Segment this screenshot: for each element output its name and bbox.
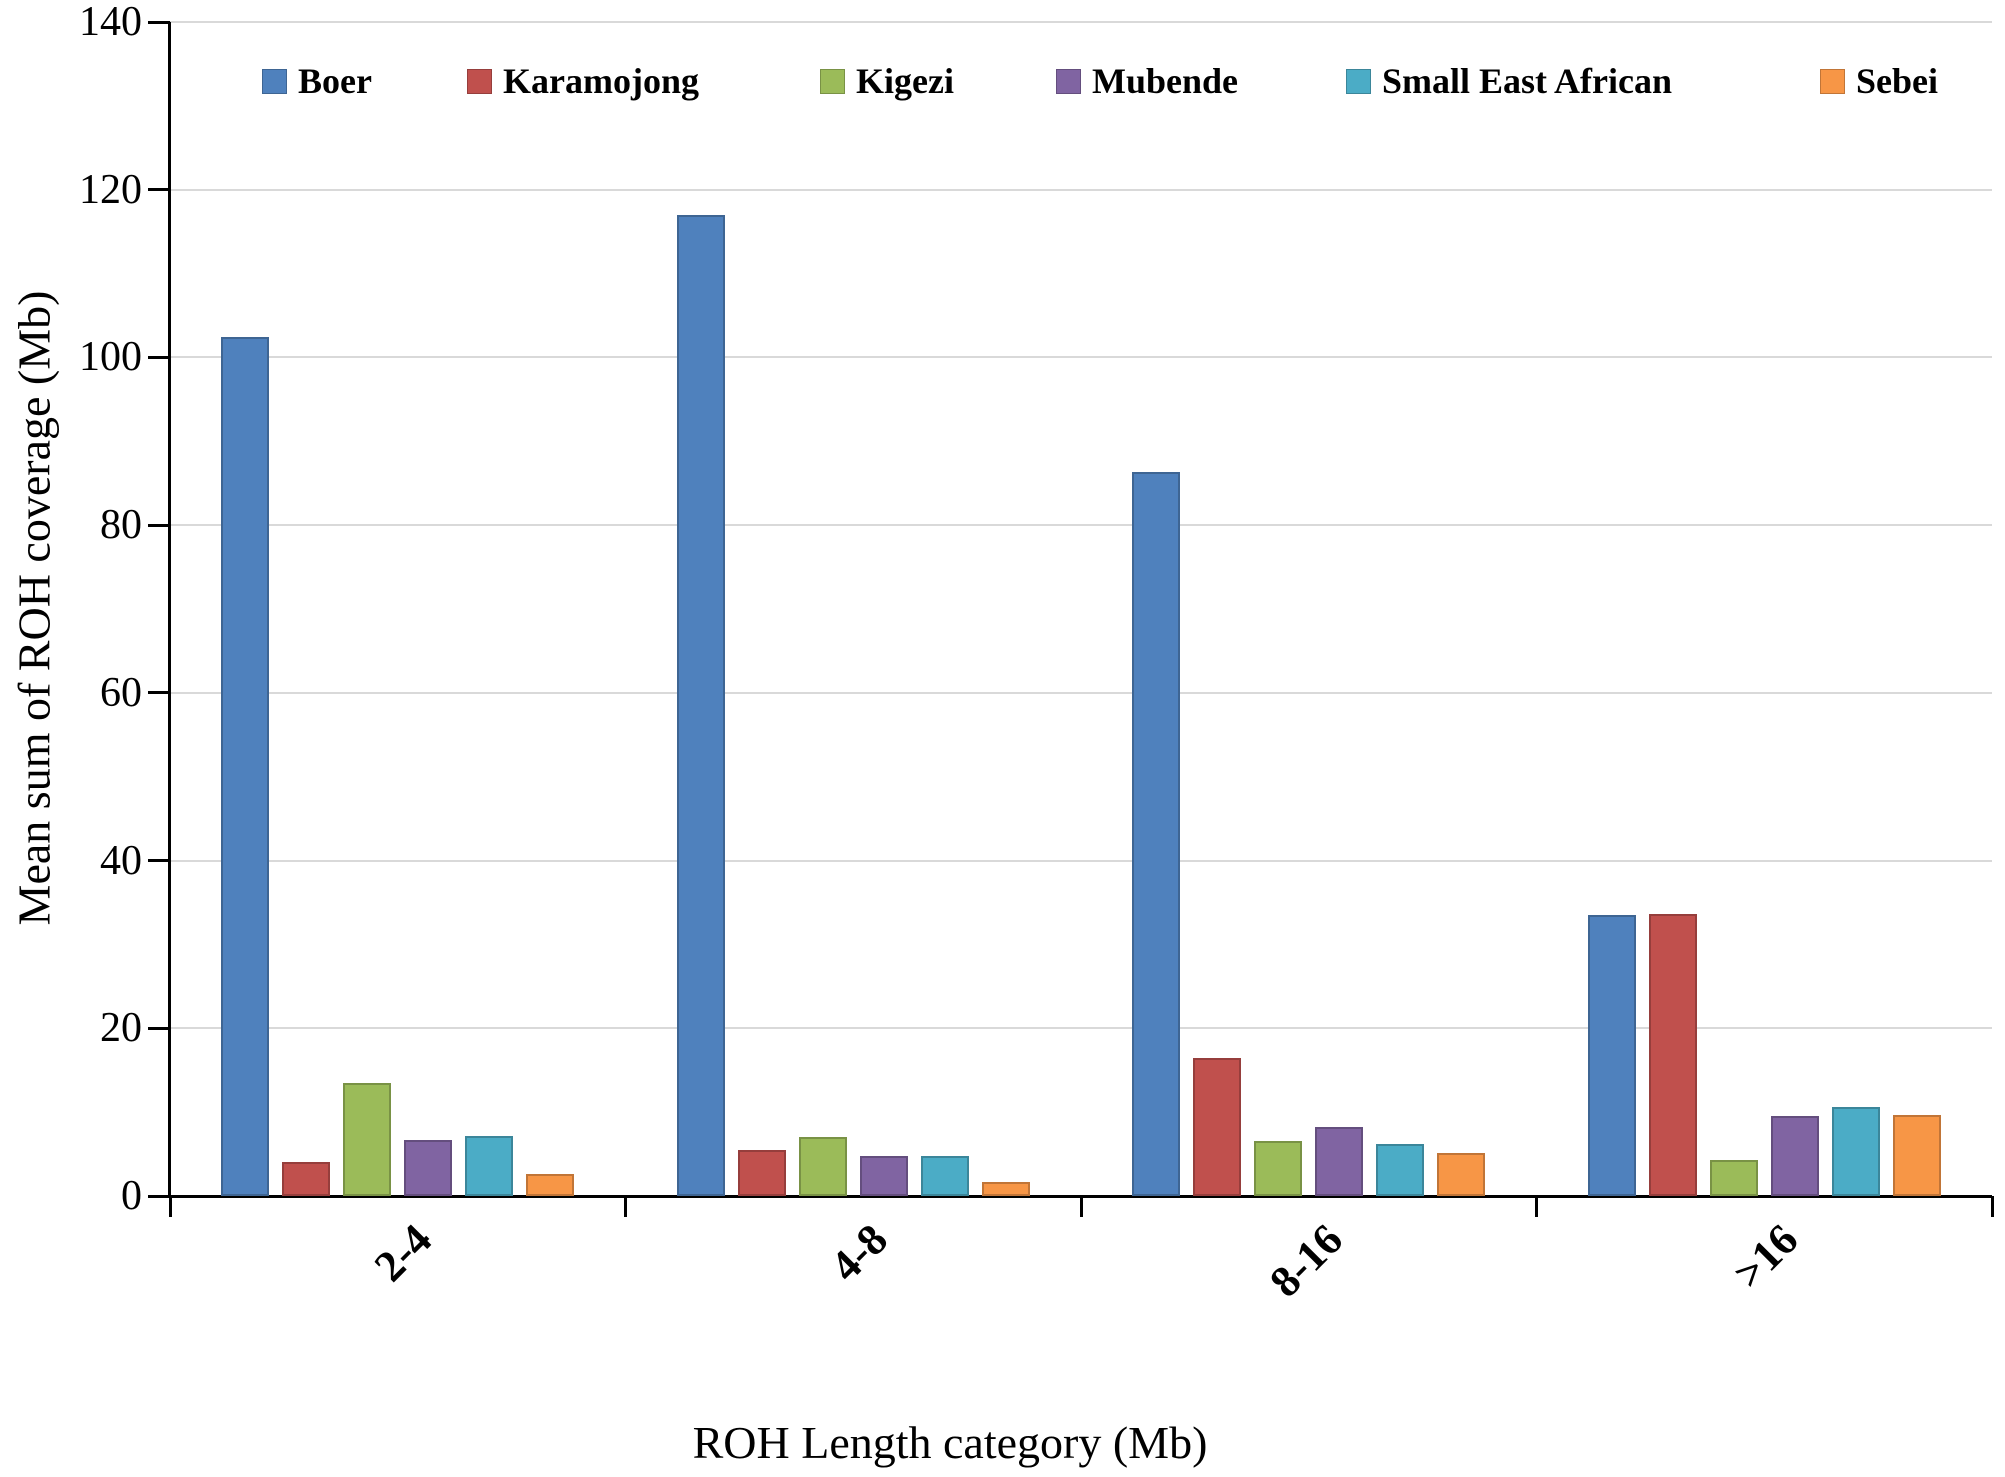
bar-boer-16 (1587, 915, 1636, 1196)
gridline-80 (170, 524, 1992, 527)
x-axis-title: ROH Length category (Mb) (692, 1417, 1208, 1468)
bar-small-east-african-4-8 (920, 1155, 969, 1196)
legend-label: Small East African (1382, 61, 1673, 101)
y-tick-label: 0 (121, 1173, 142, 1219)
bar-karamojong-8-16 (1193, 1057, 1242, 1196)
y-axis-line (168, 22, 171, 1196)
legend-marker-kigezi (820, 68, 845, 94)
x-tick-mark (168, 1196, 172, 1217)
y-tick-label: 20 (100, 1005, 142, 1052)
legend-marker-karamojong (467, 68, 492, 94)
bar-mubende-4-8 (859, 1155, 908, 1196)
bar-small-east-african-2-4 (465, 1135, 514, 1196)
bar-kigezi-2-4 (343, 1082, 392, 1196)
gridline-100 (170, 356, 1992, 359)
legend-label: Boer (298, 61, 372, 101)
bar-sebei-8-16 (1437, 1153, 1486, 1196)
y-tick-mark (148, 1026, 170, 1030)
bar-sebei-2-4 (526, 1174, 575, 1196)
y-tick-mark (148, 20, 170, 24)
x-tick-mark (1079, 1196, 1083, 1217)
legend-item-mubende: Mubende (1056, 58, 1238, 104)
bar-mubende-8-16 (1315, 1127, 1364, 1196)
legend-item-boer: Boer (262, 58, 372, 104)
x-category-label: 8-16 (1260, 1214, 1353, 1307)
y-tick-mark (148, 859, 170, 863)
bar-kigezi-4-8 (798, 1137, 847, 1196)
legend-label: Sebei (1856, 61, 1939, 101)
bar-mubende-16 (1770, 1116, 1819, 1196)
bar-small-east-african-8-16 (1376, 1144, 1425, 1196)
x-axis-line (168, 1195, 1992, 1198)
x-tick-mark (624, 1196, 627, 1217)
x-tick-mark (1535, 1196, 1538, 1217)
legend-marker-sebei (1820, 68, 1845, 94)
bar-karamojong-16 (1648, 914, 1697, 1196)
y-tick-mark (148, 523, 170, 527)
x-category-label: 4-8 (820, 1214, 897, 1291)
bar-boer-2-4 (221, 337, 270, 1196)
legend-marker-small-east-african (1346, 68, 1371, 94)
legend-marker-mubende (1056, 68, 1081, 94)
legend-item-sebei: Sebei (1820, 58, 1938, 104)
y-axis-title: Mean sum of ROH coverage (Mb) (8, 290, 60, 926)
legend-item-kigezi: Kigezi (820, 58, 954, 104)
bar-boer-4-8 (676, 214, 725, 1196)
bar-small-east-african-16 (1831, 1107, 1880, 1196)
y-tick-mark (148, 691, 170, 695)
bar-karamojong-4-8 (737, 1149, 786, 1196)
bar-sebei-4-8 (981, 1181, 1030, 1196)
y-tick-label: 100 (79, 334, 142, 381)
gridline-20 (170, 1027, 1992, 1030)
bar-kigezi-8-16 (1254, 1140, 1303, 1196)
x-category-label: >16 (1724, 1214, 1808, 1299)
legend-label: Karamojong (503, 61, 699, 101)
legend-item-karamojong: Karamojong (467, 58, 699, 104)
bar-mubende-2-4 (404, 1139, 453, 1196)
y-tick-mark (148, 188, 170, 192)
legend-label: Mubende (1092, 61, 1239, 101)
bar-kigezi-16 (1709, 1159, 1758, 1196)
x-tick-mark (1990, 1196, 1994, 1217)
legend-item-small-east-african: Small East African (1346, 58, 1672, 104)
gridline-140 (170, 21, 1992, 23)
bar-sebei-16 (1892, 1114, 1941, 1196)
y-tick-label: 120 (79, 166, 142, 213)
x-category-label: 2-4 (364, 1214, 442, 1291)
y-tick-label: 60 (100, 669, 142, 716)
y-tick-label: 80 (100, 502, 142, 549)
gridline-120 (170, 188, 1992, 191)
gridline-40 (170, 859, 1992, 862)
y-tick-mark (148, 1194, 170, 1198)
gridline-60 (170, 691, 1992, 694)
y-tick-label: 140 (79, 0, 142, 45)
bar-karamojong-2-4 (282, 1161, 331, 1196)
legend-label: Kigezi (856, 61, 954, 101)
y-tick-label: 40 (100, 837, 142, 884)
legend-marker-boer (262, 68, 287, 94)
y-tick-mark (148, 355, 170, 359)
bar-boer-8-16 (1132, 472, 1181, 1196)
